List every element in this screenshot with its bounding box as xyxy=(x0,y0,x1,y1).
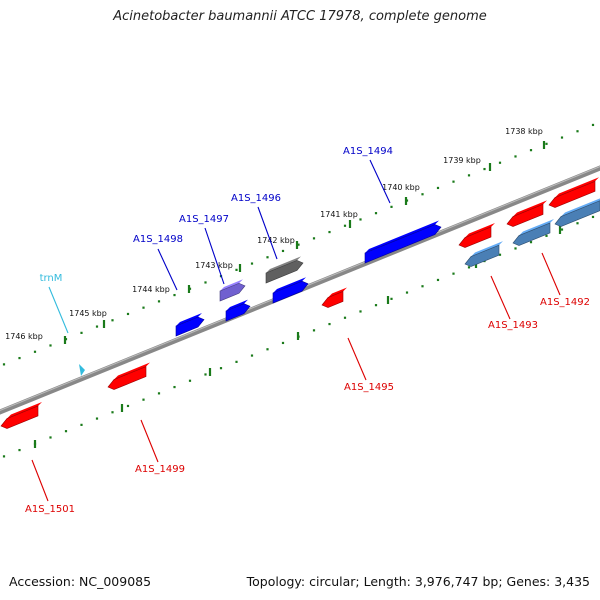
gene-leader-line xyxy=(257,206,278,260)
gene-label[interactable]: A1S_1497 xyxy=(179,214,229,225)
ruler-tick-label: 1740 kbp xyxy=(382,183,420,192)
gene-label[interactable]: A1S_1496 xyxy=(231,193,281,204)
trna-marker[interactable] xyxy=(79,364,85,376)
gene-leader-line xyxy=(541,252,561,296)
gene-a1s-1499[interactable] xyxy=(107,362,150,390)
ruler-tick-label: 1739 kbp xyxy=(443,156,481,165)
genome-summary-text: Topology: circular; Length: 3,976,747 bp… xyxy=(246,574,590,589)
ruler-tick-label: 1746 kbp xyxy=(5,332,43,341)
gene-leader-line xyxy=(157,248,178,291)
gene-a1s-1494[interactable] xyxy=(364,220,442,264)
gene-label[interactable]: A1S_1501 xyxy=(25,504,75,515)
gene-leader-line xyxy=(490,275,511,320)
gene-a1s-1493-lower[interactable] xyxy=(464,241,503,267)
ruler-tick-label: 1741 kbp xyxy=(320,210,358,219)
gene-label[interactable]: A1S_1498 xyxy=(133,234,183,245)
gene-label[interactable]: A1S_1499 xyxy=(135,464,185,475)
gene-leader-line xyxy=(347,337,367,381)
gene-a1s-1493[interactable] xyxy=(458,222,495,248)
gene-leader-line xyxy=(31,459,49,502)
accession-text: Accession: NC_009085 xyxy=(9,574,152,589)
gene-a1s-1492-a[interactable] xyxy=(506,200,547,227)
gene-leader-line xyxy=(204,227,225,285)
gene-a1s-1492-b[interactable] xyxy=(512,218,554,246)
gene-a1s-1492-d[interactable] xyxy=(554,197,600,227)
gene-leader-line xyxy=(369,159,391,204)
feature-layer xyxy=(0,177,600,429)
gene-a1s-1497[interactable] xyxy=(225,299,251,322)
gene-a1s-1495[interactable] xyxy=(321,287,347,308)
ruler-tick-label: 1742 kbp xyxy=(257,236,295,245)
ruler-tick-label: 1743 kbp xyxy=(195,261,233,270)
gene-label[interactable]: A1S_1495 xyxy=(344,382,394,393)
gene-leader-line xyxy=(140,419,159,463)
gene-a1s-1492-c[interactable] xyxy=(548,177,599,208)
gene-a1s-1497-fragment[interactable] xyxy=(219,279,246,302)
ruler-tick-label: 1745 kbp xyxy=(69,309,107,318)
ruler-tick-label: 1744 kbp xyxy=(132,285,170,294)
gene-label[interactable]: A1S_1492 xyxy=(540,297,590,308)
ruler-tick-label: 1738 kbp xyxy=(505,127,543,136)
gene-a1s-1496-pseudo[interactable] xyxy=(265,256,304,284)
gene-label[interactable]: A1S_1494 xyxy=(343,146,393,157)
gene-leader-line xyxy=(48,286,69,334)
gene-label[interactable]: trnM xyxy=(40,273,63,284)
gene-a1s-1501[interactable] xyxy=(0,401,42,429)
ruler-layer: 1738 kbp 1739 kbp 1740 kbp 1741 kbp 1742 kbp… xyxy=(2,123,595,458)
gene-a1s-1496[interactable] xyxy=(272,277,309,304)
gene-label[interactable]: A1S_1493 xyxy=(488,320,538,331)
map-title: Acinetobacter baumannii ATCC 17978, comp… xyxy=(113,9,487,24)
gene-a1s-1498[interactable] xyxy=(175,313,205,337)
